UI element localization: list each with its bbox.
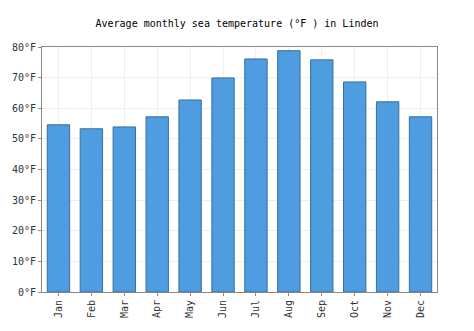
svg-text:0°F: 0°F xyxy=(18,287,36,298)
svg-text:Apr: Apr xyxy=(151,300,162,318)
svg-text:Jun: Jun xyxy=(217,300,228,318)
svg-text:Average monthly sea temperatur: Average monthly sea temperature (°F ) in… xyxy=(96,18,379,29)
svg-text:50°F: 50°F xyxy=(12,133,36,144)
svg-text:Jan: Jan xyxy=(53,300,64,318)
svg-text:40°F: 40°F xyxy=(12,164,36,175)
svg-text:60°F: 60°F xyxy=(12,103,36,114)
svg-text:70°F: 70°F xyxy=(12,72,36,83)
svg-text:Nov: Nov xyxy=(382,300,393,318)
svg-text:Aug: Aug xyxy=(283,300,294,318)
svg-text:Feb: Feb xyxy=(86,300,97,318)
svg-text:May: May xyxy=(184,300,195,318)
svg-text:80°F: 80°F xyxy=(12,42,36,53)
svg-text:10°F: 10°F xyxy=(12,256,36,267)
svg-text:Mar: Mar xyxy=(119,300,130,318)
svg-text:Oct: Oct xyxy=(349,300,360,318)
svg-text:20°F: 20°F xyxy=(12,225,36,236)
svg-text:Dec: Dec xyxy=(415,300,426,318)
svg-text:Sep: Sep xyxy=(316,300,327,318)
svg-text:Jul: Jul xyxy=(250,300,261,318)
svg-text:30°F: 30°F xyxy=(12,195,36,206)
